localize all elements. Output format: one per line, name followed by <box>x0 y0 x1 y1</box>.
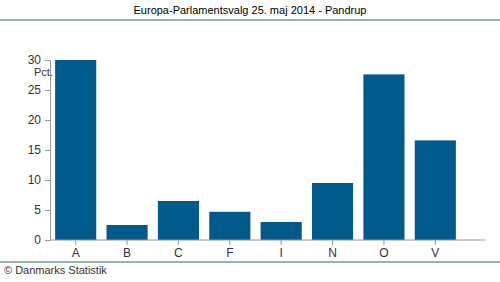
x-tick: B <box>123 240 131 260</box>
x-tick-label: V <box>431 246 439 260</box>
y-tick: 5 <box>34 203 50 217</box>
source: © Danmarks Statistik <box>4 264 107 276</box>
y-tick-label: 25 <box>28 83 42 97</box>
x-axis-line <box>50 240 485 241</box>
chart: Europa-Parlamentsvalg 25. maj 2014 - Pan… <box>0 0 500 282</box>
bar <box>363 74 404 240</box>
y-tick-label: 15 <box>28 143 42 157</box>
x-tick: I <box>280 240 283 260</box>
y-tick-mark <box>45 120 50 121</box>
footer-rule <box>0 262 500 263</box>
y-tick-mark <box>45 180 50 181</box>
x-tick-mark <box>127 240 128 245</box>
x-tick-label: A <box>72 246 80 260</box>
x-tick: V <box>431 240 439 260</box>
y-tick: 30 <box>28 53 50 67</box>
x-tick-label: C <box>174 246 183 260</box>
y-tick-mark <box>45 90 50 91</box>
title-rule <box>0 20 500 21</box>
x-tick: C <box>174 240 183 260</box>
y-tick-label: 30 <box>28 53 42 67</box>
y-tick: 15 <box>28 143 50 157</box>
x-tick: O <box>379 240 388 260</box>
y-tick: 20 <box>28 113 50 127</box>
y-tick: 0 <box>34 233 50 247</box>
bar <box>312 183 353 240</box>
bar <box>158 201 199 240</box>
x-tick-mark <box>75 240 76 245</box>
x-tick-label: F <box>226 246 233 260</box>
bar <box>209 212 250 240</box>
bar <box>415 140 456 240</box>
x-axis: ABCFINOV <box>50 240 485 260</box>
y-axis: 0 5 10 15 20 25 30 <box>28 53 51 247</box>
y-tick-label: 20 <box>28 113 42 127</box>
x-tick: A <box>72 240 80 260</box>
bar <box>55 60 96 240</box>
y-tick-label: 10 <box>28 173 42 187</box>
y-tick: 25 <box>28 83 50 97</box>
y-tick-mark <box>45 210 50 211</box>
y-axis-line <box>45 61 51 241</box>
y-tick: 10 <box>28 173 50 187</box>
x-tick-mark <box>229 240 230 245</box>
title: Europa-Parlamentsvalg 25. maj 2014 - Pan… <box>134 4 367 16</box>
x-tick: F <box>226 240 233 260</box>
y-tick-mark <box>45 150 50 151</box>
y-tick-label: 5 <box>34 203 41 217</box>
x-tick-mark <box>332 240 333 245</box>
x-tick: N <box>328 240 337 260</box>
x-tick-mark <box>178 240 179 245</box>
bar <box>261 222 302 240</box>
y-tick-label: 0 <box>34 233 41 247</box>
bar <box>107 225 148 240</box>
y-tick-mark <box>45 240 50 241</box>
x-tick-label: N <box>328 246 337 260</box>
bars <box>55 60 456 240</box>
x-tick-mark <box>435 240 436 245</box>
x-tick-label: I <box>280 246 283 260</box>
y-tick-mark <box>45 60 50 61</box>
x-tick-label: O <box>379 246 388 260</box>
x-tick-mark <box>383 240 384 245</box>
x-tick-mark <box>281 240 282 245</box>
x-tick-label: B <box>123 246 131 260</box>
